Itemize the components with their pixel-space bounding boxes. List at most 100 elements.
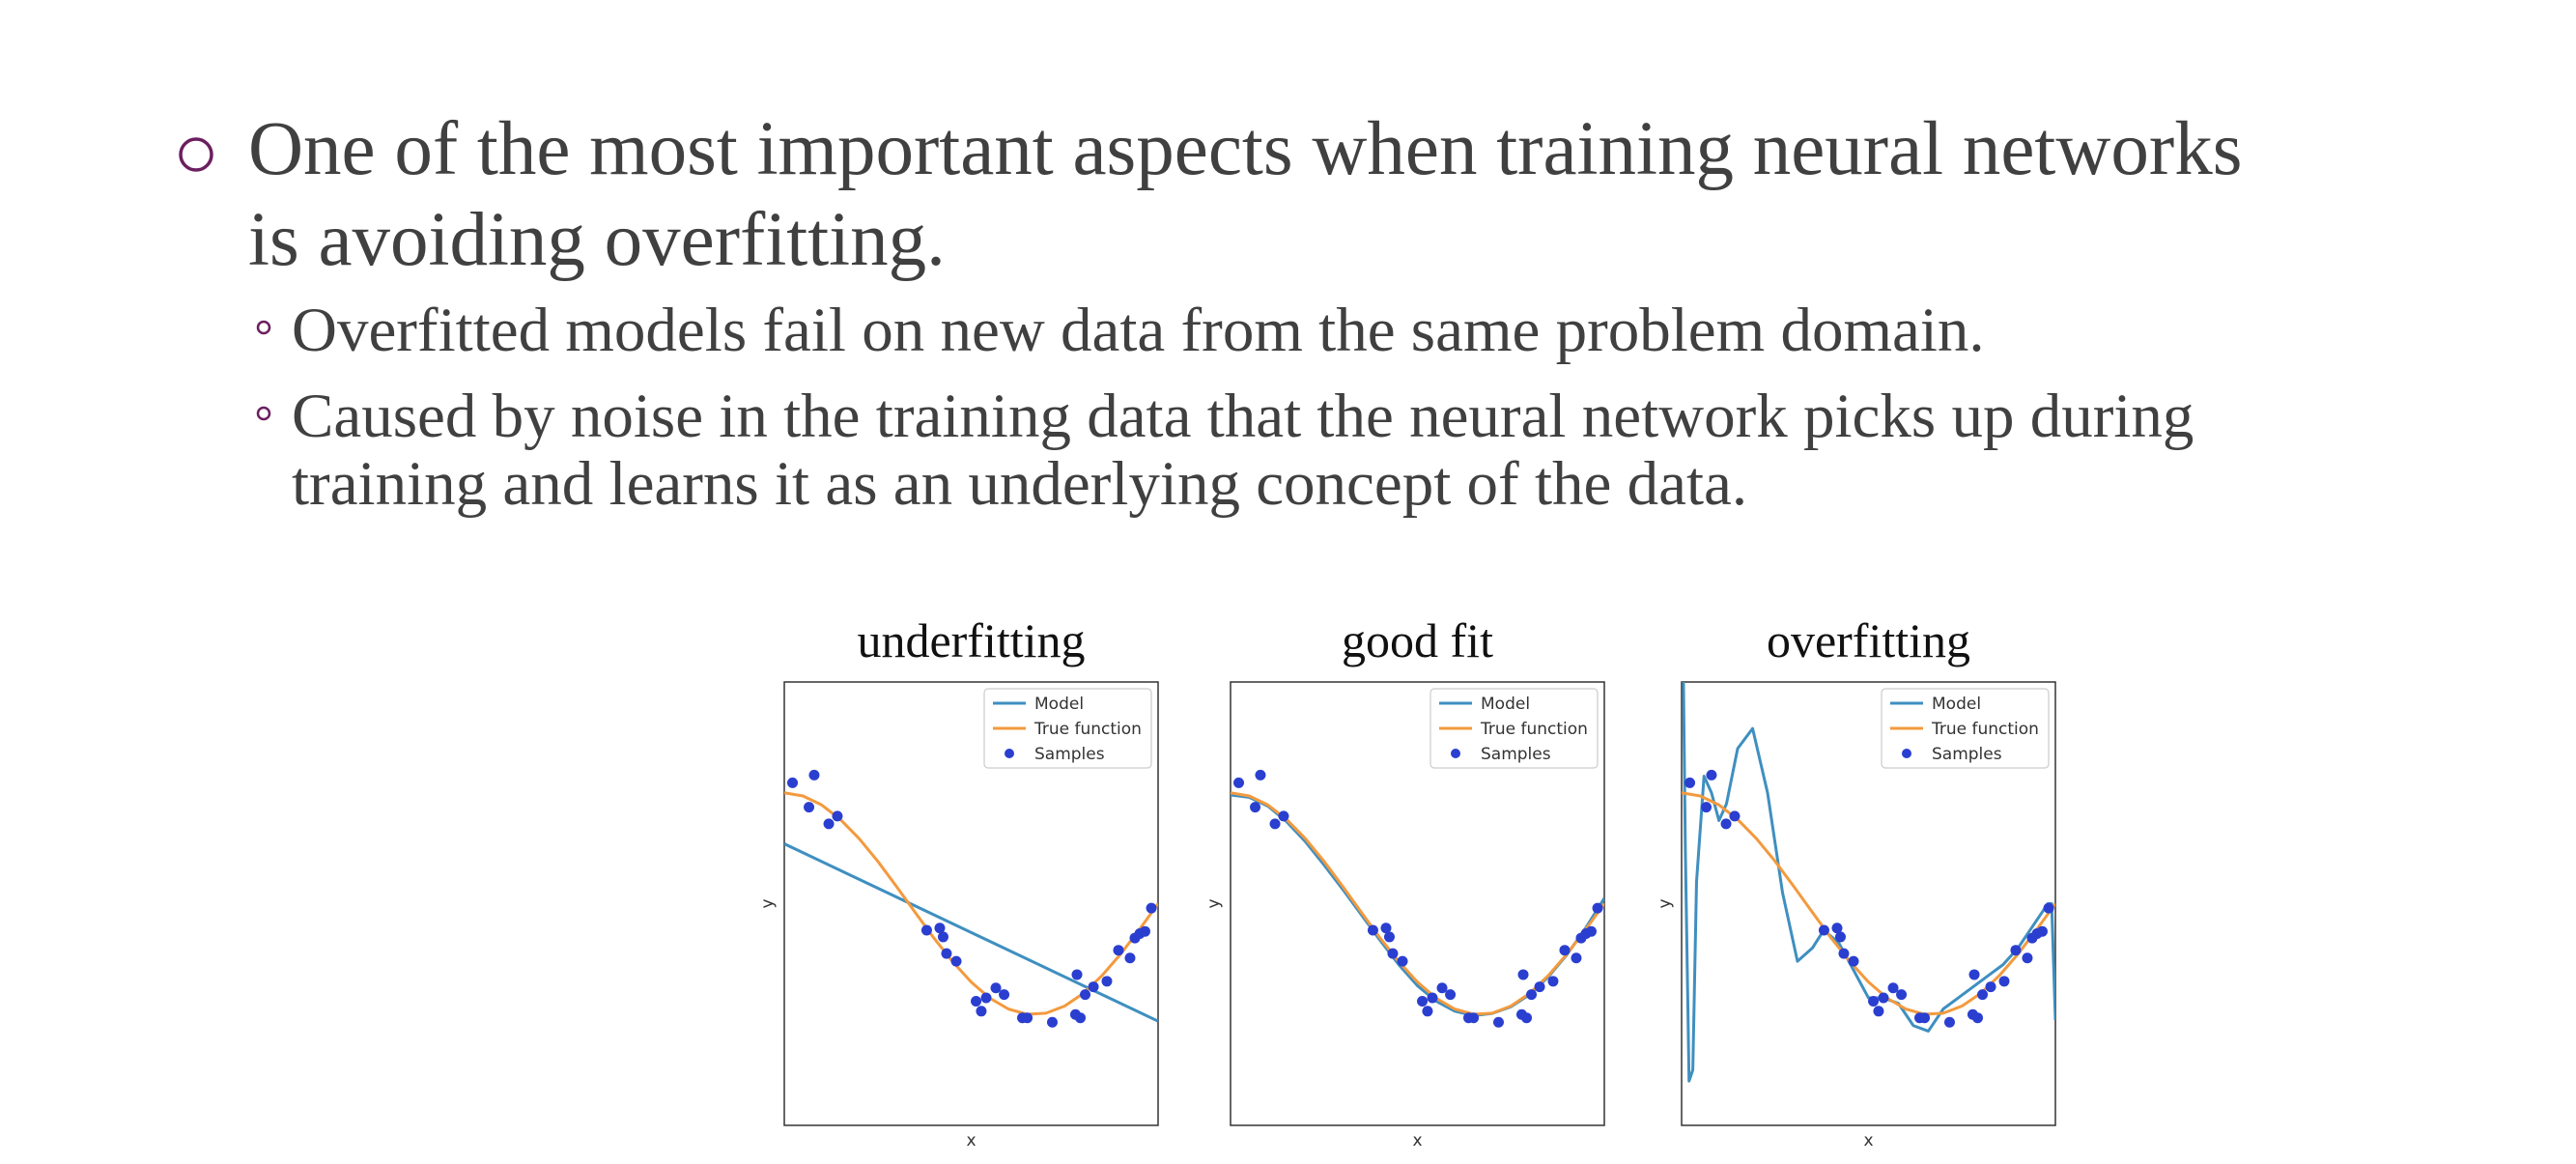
sample-point [1831,923,1843,934]
sample-point [1139,925,1150,937]
sample-point [1848,955,1859,967]
sample-point [1367,924,1378,936]
sample-point [1517,969,1529,980]
sample-point [1887,982,1899,994]
sample-point [1417,995,1429,1007]
sample-point [999,989,1010,1001]
sample-point [1255,769,1266,781]
sample-point [2010,945,2022,956]
y-axis-label: y [1204,898,1224,908]
sample-point [2036,925,2048,937]
sample-point [1380,923,1392,934]
series-line [784,791,1158,1016]
sample-point [1534,981,1545,993]
sub-bullet-marker [256,320,271,335]
sample-point [1269,818,1281,830]
sample-point [1387,948,1399,959]
sample-point [1397,955,1408,967]
sample-point [1422,1006,1433,1017]
sample-point [1468,1012,1480,1024]
sample-point [1729,810,1741,822]
sample-point [941,948,952,959]
series-line [1682,791,2055,1016]
sample-point [1985,981,1996,993]
legend-box [1881,688,2050,769]
sample-point [787,777,799,788]
sample-point [1701,802,1713,813]
legend-marker [1451,749,1460,758]
sample-point [1436,982,1448,994]
sub-bullet-text: Overfitted models fail on new data from … [292,296,1985,365]
sample-point [1873,1006,1884,1017]
bullet-text: is avoiding overfitting. [248,198,946,282]
sample-point [804,802,815,813]
sample-point [950,955,962,967]
sample-point [980,992,992,1004]
sample-point [2022,952,2033,964]
series-line [1231,791,1604,1016]
sample-point [1526,989,1538,1001]
sample-point [823,818,835,830]
sample-point [1919,1012,1931,1024]
legend-label: Model [1932,695,1981,714]
legend-label: True function [1931,720,2039,739]
sample-point [1250,802,1261,813]
sample-point [1998,976,2010,987]
sample-point [1383,931,1395,943]
series-line [1682,682,2055,1083]
legend-label: Samples [1481,745,1551,764]
sample-point [1080,989,1091,1001]
sample-point [1585,925,1597,937]
sample-point [971,995,982,1007]
sample-point [920,924,932,936]
sample-point [1492,1016,1504,1028]
x-axis-label: x [1412,1131,1422,1150]
sample-point [976,1006,987,1017]
sample-point [1233,777,1245,788]
sample-point [934,923,946,934]
bullet-text: One of the most important aspects when t… [248,107,2242,191]
sample-point [1445,989,1457,1001]
legend-box [983,688,1152,769]
sample-point [1834,931,1846,943]
sample-point [1088,981,1099,993]
sample-point [1592,902,1603,914]
x-axis-label: x [1863,1131,1873,1150]
legend-label: Model [1481,695,1530,714]
sample-point [990,982,1002,994]
sample-point [1706,769,1717,781]
chart-title: overfitting [1767,613,1970,667]
sub-bullet-marker [256,406,271,421]
y-axis-label: y [758,898,778,908]
sample-point [937,931,948,943]
legend-label: Samples [1932,745,2002,764]
sub-bullet-text: Caused by noise in the training data tha… [292,382,2194,451]
sample-point [1521,1012,1533,1024]
legend-marker [1902,749,1911,758]
sample-point [1075,1012,1087,1024]
sample-point [1071,969,1083,980]
sample-point [1977,989,1989,1001]
sample-point [1896,989,1908,1001]
chart-title: underfitting [857,613,1085,667]
sample-point [1868,995,1880,1007]
legend-label: Samples [1034,745,1105,764]
sample-point [1547,976,1559,987]
sample-point [1278,810,1289,822]
bullet-marker [179,137,213,172]
series-line [784,842,1158,1023]
legend-label: True function [1033,720,1142,739]
sub-bullet-text: training and learns it as an underlying … [292,449,1747,519]
sample-point [2043,902,2054,914]
sample-point [1818,924,1829,936]
legend-label: True function [1480,720,1588,739]
sample-point [1146,902,1157,914]
legend-box [1430,688,1599,769]
sample-point [808,769,820,781]
chart-title: good fit [1342,613,1493,667]
sample-point [832,810,843,822]
y-axis-label: y [1656,898,1675,908]
sample-point [1838,948,1850,959]
x-axis-label: x [966,1131,976,1150]
sample-point [1101,976,1113,987]
